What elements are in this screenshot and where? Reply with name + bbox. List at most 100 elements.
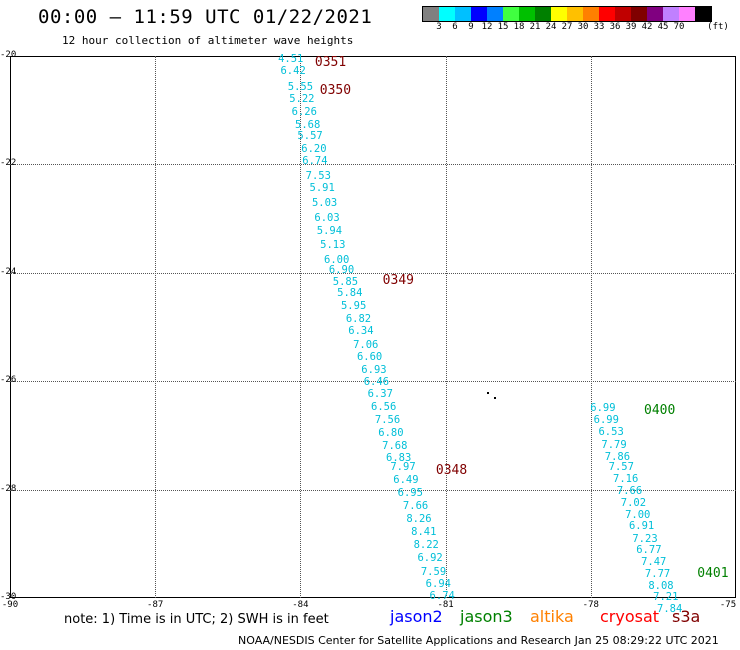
wave-height-value: 5.13: [320, 238, 346, 251]
wave-height-value: 6.42: [280, 64, 306, 77]
scale-label: 12: [481, 22, 493, 32]
wave-height-value: 7.57: [608, 460, 634, 473]
wave-height-value: 7.59: [420, 565, 447, 578]
wave-height-value: 6.82: [345, 312, 372, 325]
scale-label: 15: [497, 22, 509, 32]
x-tick-label: -84: [292, 600, 309, 610]
wave-height-value: 7.06: [353, 338, 379, 351]
grid-line-lat: [10, 272, 736, 274]
wave-height-value: 7.00: [625, 508, 651, 521]
grid-line-lat: [10, 164, 736, 166]
pass-number-label: 0401: [697, 565, 729, 581]
scale-label: 27: [561, 22, 573, 32]
wave-height-value: 5.55: [287, 81, 314, 94]
scale-swatch: [535, 7, 551, 21]
scale-label: 6: [452, 22, 458, 32]
wave-height-value: 6.91: [628, 519, 655, 532]
scale-label: 42: [641, 22, 653, 32]
grid-line-lon: [590, 56, 592, 598]
wave-height-value: 6.00: [324, 253, 350, 266]
scale-label: 30: [577, 22, 589, 32]
map-subtitle: 12 hour collection of altimeter wave hei…: [62, 34, 354, 47]
wave-height-value: 6.99: [593, 413, 619, 426]
scale-swatch: [599, 7, 615, 21]
wave-height-value: 5.95: [340, 299, 367, 312]
wave-height-value: 7.21: [653, 591, 679, 604]
scale-swatch: [439, 7, 455, 21]
pass-number-label: 0348: [435, 462, 468, 478]
y-tick-label: -22: [0, 158, 17, 169]
scale-swatch: [695, 7, 711, 21]
wave-height-value: 5.91: [309, 181, 335, 194]
wave-height-value: 6.37: [367, 387, 393, 400]
map-title: 00:00 — 11:59 UTC 01/22/2021: [38, 6, 373, 28]
satellite-legend-jason2: jason2: [390, 607, 443, 626]
scale-swatch: [471, 7, 487, 21]
satellite-legend-cryosat: cryosat: [600, 607, 660, 626]
scale-swatch: [551, 7, 567, 21]
wave-height-value: 7.16: [612, 472, 639, 485]
wave-height-value: 6.46: [363, 375, 390, 388]
wave-height-value: 5.22: [289, 93, 315, 106]
x-tick-label: -75: [719, 600, 737, 610]
wave-height-value: 6.20: [301, 142, 327, 155]
y-tick-label: -30: [0, 592, 17, 602]
pass-number-label: 0351: [314, 54, 347, 70]
wave-height-value: 7.23: [632, 532, 658, 545]
scale-swatch: [455, 7, 471, 21]
wave-height-value: 6.53: [598, 426, 624, 439]
wave-height-value: 6.95: [397, 486, 423, 499]
wave-height-value: 5.03: [311, 196, 338, 209]
scale-swatch: [679, 7, 695, 21]
scale-unit: (ft): [707, 22, 729, 32]
wave-height-value: 8.08: [648, 580, 674, 593]
satellite-legend-s3a: s3a: [672, 607, 701, 626]
wave-height-value: 6.60: [356, 350, 383, 363]
wave-height-value: 6.99: [590, 402, 616, 415]
wave-height-value: 7.66: [402, 499, 429, 512]
wave-height-value: 8.22: [413, 538, 439, 551]
wave-height-value: 7.68: [382, 440, 408, 453]
wave-height-value: 6.90: [328, 264, 355, 277]
wave-height-value: 6.26: [291, 105, 317, 118]
wave-height-value: 6.80: [378, 426, 404, 439]
land-speck: [494, 397, 496, 399]
scale-swatch: [583, 7, 599, 21]
scale-swatch: [519, 7, 535, 21]
satellite-legend-jason3: jason3: [460, 607, 513, 626]
pass-number-label: 0400: [644, 403, 676, 418]
wave-height-value: 8.41: [411, 525, 437, 538]
wave-height-value: 7.53: [305, 169, 331, 182]
wave-height-value: 6.56: [370, 401, 397, 414]
grid-line-lon: [300, 56, 302, 598]
scale-swatch: [567, 7, 583, 21]
wave-height-value: 5.57: [297, 130, 323, 143]
wave-height-value: 5.68: [295, 118, 321, 131]
wave-height-value: 5.84: [337, 287, 363, 300]
y-tick-label: -24: [0, 266, 17, 277]
y-tick-label: -28: [0, 483, 17, 494]
scale-swatch: [487, 7, 503, 21]
wave-height-value: 7.02: [620, 496, 647, 509]
wave-height-value: 6.92: [417, 552, 443, 565]
wave-height-value: 6.83: [385, 452, 412, 465]
footer-credit: NOAA/NESDIS Center for Satellite Applica…: [238, 634, 719, 647]
scale-label: 3: [436, 22, 442, 32]
wave-height-value: 7.77: [644, 568, 671, 581]
wave-height-value: 8.26: [406, 512, 432, 525]
scale-label: 70: [673, 22, 685, 32]
wave-height-value: 7.79: [601, 439, 627, 452]
wave-height-value: 6.93: [361, 364, 387, 377]
scale-label: 18: [513, 22, 525, 32]
y-tick-label: -20: [0, 50, 17, 60]
pass-number-label: 0350: [319, 83, 352, 99]
wave-height-value: 7.56: [374, 414, 401, 427]
y-tick-label: -26: [0, 375, 17, 386]
x-tick-label: -90: [1, 600, 19, 610]
color-scale: [422, 6, 712, 22]
scale-label: 39: [625, 22, 637, 32]
wave-height-value: 5.85: [332, 276, 359, 288]
wave-height-value: 6.94: [425, 577, 451, 590]
scale-label: 21: [529, 22, 541, 32]
scale-label: 24: [545, 22, 557, 32]
